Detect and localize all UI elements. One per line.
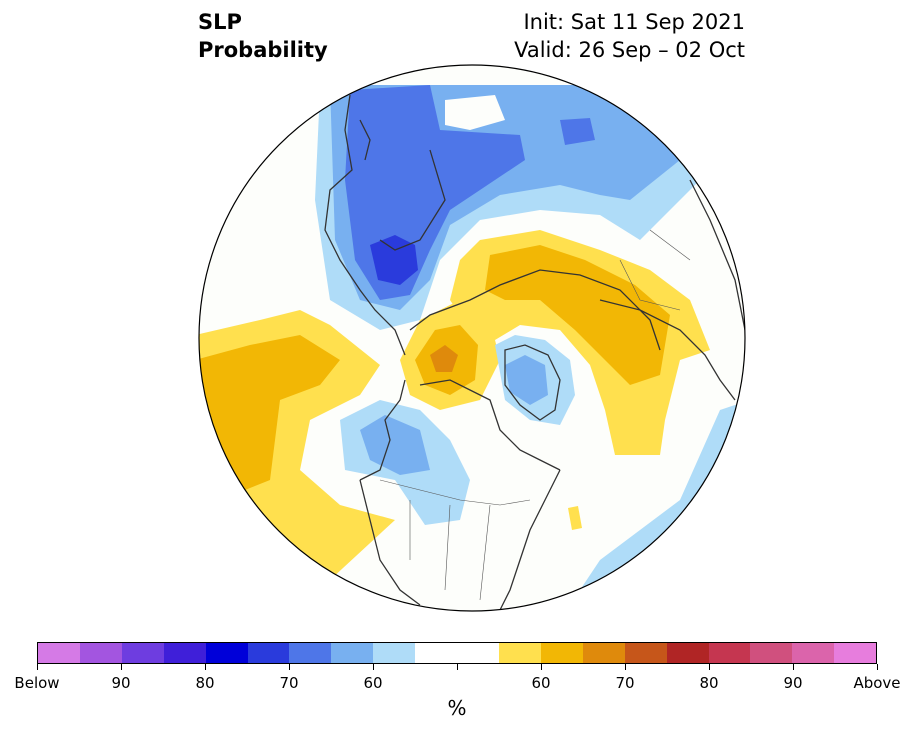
- colorbar-tick: [540, 664, 542, 670]
- colorbar-tick-label: 60: [363, 674, 383, 692]
- colorbar-tick-label: 70: [279, 674, 299, 692]
- colorbar-swatch: [498, 643, 541, 663]
- shade-kamchatka-white: [445, 95, 505, 130]
- title-variable: SLP: [198, 10, 242, 34]
- colorbar-swatch: [624, 643, 667, 663]
- colorbar-swatch: [205, 643, 248, 663]
- colorbar-swatch: [708, 643, 751, 663]
- coast-africa-edge: [689, 179, 745, 331]
- colorbar-tick-label: 90: [111, 674, 131, 692]
- map-title: SLP Probability: [198, 8, 328, 64]
- coast-north-america-east: [499, 469, 561, 611]
- colorbar-swatch: [415, 643, 458, 663]
- map-boundary: [198, 64, 746, 612]
- colorbar-tick-label: 80: [699, 674, 719, 692]
- colorbar-tick-label: 70: [615, 674, 635, 692]
- colorbar: [37, 642, 877, 664]
- coast-alaska: [359, 379, 406, 481]
- colorbar-tick: [876, 664, 878, 670]
- colorbar-tick: [708, 664, 710, 670]
- colorbar-swatch: [373, 643, 416, 663]
- probability-shading: [199, 85, 745, 611]
- coast-kamchatka: [379, 149, 446, 251]
- colorbar-tick: [36, 664, 38, 670]
- map-subtitle: Init: Sat 11 Sep 2021 Valid: 26 Sep – 02…: [514, 8, 745, 64]
- colorbar-tick: [792, 664, 794, 670]
- colorbar-tick: [372, 664, 374, 670]
- colorbar-swatch: [38, 643, 80, 663]
- coast-japan: [359, 119, 371, 161]
- shade-atlantic-below-50: [560, 400, 745, 611]
- coast-east-asia: [324, 94, 406, 356]
- title-product: Probability: [198, 38, 328, 62]
- shade-greenland-below-60: [505, 355, 548, 405]
- init-date: Init: Sat 11 Sep 2021: [523, 10, 745, 34]
- coast-europe: [599, 299, 736, 401]
- colorbar-swatch: [750, 643, 793, 663]
- colorbar-swatch: [247, 643, 290, 663]
- colorbar-unit: %: [447, 696, 467, 720]
- shade-arctic-above-60: [485, 245, 670, 385]
- colorbar-swatch: [582, 643, 625, 663]
- coast-north-america-west: [359, 479, 421, 606]
- polar-map: [198, 64, 746, 612]
- colorbar-swatch: [163, 643, 206, 663]
- shade-beaufort-above-70: [430, 345, 458, 372]
- colorbar-swatch: [79, 643, 122, 663]
- colorbar-swatch: [834, 643, 877, 663]
- colorbar-swatch: [792, 643, 835, 663]
- shade-asia-below-80: [370, 235, 418, 285]
- colorbar-tick: [120, 664, 122, 670]
- coastlines: [324, 94, 745, 611]
- shade-npacific-above-60: [199, 335, 340, 500]
- shade-pacific-below-60: [560, 118, 595, 145]
- colorbar-tick-label: Below: [14, 674, 60, 692]
- colorbar-tick: [288, 664, 290, 670]
- coast-greenland: [504, 344, 561, 421]
- colorbar-swatch: [121, 643, 164, 663]
- valid-range: Valid: 26 Sep – 02 Oct: [514, 38, 745, 62]
- colorbar-tick: [204, 664, 206, 670]
- colorbar-tick-label: 90: [783, 674, 803, 692]
- colorbar-tick-label: 80: [195, 674, 215, 692]
- shade-atlantic-above-small: [568, 506, 582, 530]
- borders: [379, 229, 691, 601]
- colorbar-tick-label: Above: [853, 674, 901, 692]
- colorbar-tick-label: 60: [531, 674, 551, 692]
- colorbar-tick: [456, 664, 458, 670]
- colorbar-swatch: [289, 643, 332, 663]
- colorbar-swatch: [331, 643, 374, 663]
- shade-canada-below-60: [360, 415, 430, 475]
- border-europe: [619, 229, 691, 311]
- coast-canada-arctic: [419, 379, 561, 471]
- border-us-states: [409, 500, 491, 601]
- colorbar-swatch: [457, 643, 499, 663]
- colorbar-tick: [624, 664, 626, 670]
- border-us-canada: [379, 479, 531, 506]
- colorbar-swatch: [540, 643, 583, 663]
- colorbar-swatch: [666, 643, 709, 663]
